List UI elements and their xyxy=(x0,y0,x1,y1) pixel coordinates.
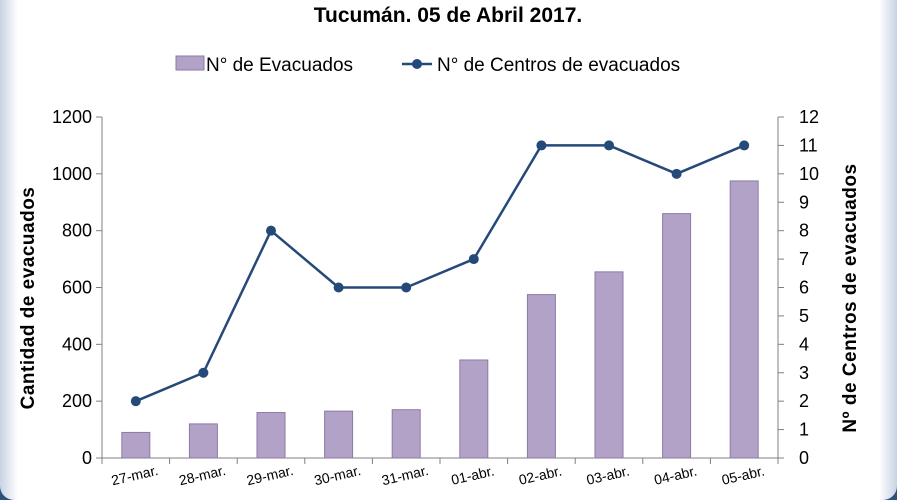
line-point xyxy=(536,140,547,151)
y-tick-label: 600 xyxy=(62,278,92,298)
line-point xyxy=(468,254,479,265)
y2-tick-label: 6 xyxy=(799,278,809,298)
y2-tick-label: 2 xyxy=(799,391,809,411)
line-point xyxy=(198,367,209,378)
y2-axis-title: Nº de Centros de evacuados xyxy=(840,163,861,432)
bar xyxy=(188,423,218,459)
y-tick-label: 1200 xyxy=(52,107,92,127)
bar xyxy=(324,410,354,459)
bar xyxy=(594,271,624,459)
x-tick-label: 01-abr. xyxy=(450,462,496,487)
line-point xyxy=(739,140,750,151)
y2-tick-label: 11 xyxy=(799,135,818,155)
line-point xyxy=(401,282,412,293)
y2-tick-label: 1 xyxy=(799,420,809,440)
bar xyxy=(729,180,759,459)
y-tick-label: 400 xyxy=(62,334,92,354)
x-tick-label: 05-abr. xyxy=(720,462,766,487)
legend-label-evacuados: N° de Evacuados xyxy=(206,55,353,76)
x-tick-label: 03-abr. xyxy=(585,462,631,487)
y2-tick-label: 5 xyxy=(799,306,809,326)
chart-title: Tucumán. 05 de Abril 2017. xyxy=(314,4,582,27)
x-tick-label: 04-abr. xyxy=(652,462,698,487)
bar xyxy=(459,359,489,459)
y2-tick-label: 7 xyxy=(799,249,809,269)
bar xyxy=(121,431,151,459)
x-tick-label: 29-mar. xyxy=(245,462,295,488)
x-tick-label: 31-mar. xyxy=(380,462,430,488)
x-tick-label: 28-mar. xyxy=(177,462,227,488)
line-point xyxy=(130,396,141,407)
y2-tick-label: 10 xyxy=(799,164,819,184)
y2-tick-label: 8 xyxy=(799,221,809,241)
y2-tick-label: 12 xyxy=(799,107,819,127)
bar xyxy=(256,412,286,459)
line-point xyxy=(266,225,276,236)
y-tick-label: 1000 xyxy=(52,164,92,184)
y2-tick-label: 4 xyxy=(799,334,809,354)
bar xyxy=(391,409,421,459)
line-point xyxy=(333,282,344,293)
y-tick-label: 200 xyxy=(62,391,92,411)
y-tick-label: 0 xyxy=(82,448,92,468)
y-tick-label: 800 xyxy=(62,221,92,241)
y2-tick-label: 9 xyxy=(799,192,809,212)
x-tick-label: 02-abr. xyxy=(517,462,563,487)
line-point xyxy=(604,140,614,151)
x-tick-label: 27-mar. xyxy=(110,462,160,488)
y-axis-title: Cantidad de evacuados xyxy=(18,187,39,410)
bar xyxy=(526,294,556,459)
legend-swatch-evacuados xyxy=(175,55,205,71)
legend-label-centros: N° de Centros de evacuados xyxy=(437,55,680,76)
series-line-centros xyxy=(135,144,745,403)
y2-tick-label: 3 xyxy=(799,363,809,383)
legend-marker-centros xyxy=(412,59,422,69)
bar xyxy=(662,213,692,459)
legend: N° de Evacuados N° de Centros de evacuad… xyxy=(175,55,680,76)
line-point xyxy=(671,168,682,179)
plot-area: 020040060080010001200012345678910111227-… xyxy=(52,107,819,488)
x-tick-label: 30-mar. xyxy=(313,462,363,488)
y2-tick-label: 0 xyxy=(799,448,809,468)
